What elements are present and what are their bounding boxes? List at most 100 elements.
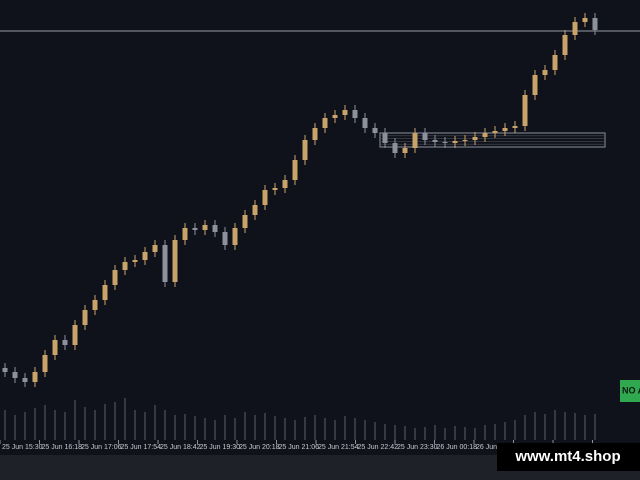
volume-bar bbox=[184, 414, 186, 440]
watermark: www.mt4.shop bbox=[514, 448, 620, 465]
candle-body bbox=[512, 126, 518, 128]
volume-bar bbox=[574, 413, 576, 440]
candle-body bbox=[402, 148, 408, 153]
volume-bar bbox=[144, 412, 146, 440]
volume-bar bbox=[44, 405, 46, 440]
candle-body bbox=[472, 137, 478, 140]
candle-body bbox=[122, 262, 128, 270]
volume-bar bbox=[124, 398, 126, 440]
candle-body bbox=[62, 340, 68, 345]
volume-bar bbox=[114, 402, 116, 440]
candle-body bbox=[222, 232, 228, 245]
candle-body bbox=[162, 245, 168, 282]
volume-bar bbox=[84, 407, 86, 440]
candle-body bbox=[332, 115, 338, 118]
volume-bar bbox=[494, 424, 496, 440]
candle-body bbox=[592, 18, 598, 30]
candle-body bbox=[182, 228, 188, 240]
candle-body bbox=[492, 131, 498, 133]
candle-body bbox=[92, 300, 98, 310]
candle-body bbox=[142, 252, 148, 260]
x-tick-label: 25 Jun 18:42 bbox=[160, 444, 201, 451]
volume-bar bbox=[204, 418, 206, 440]
volume-bar bbox=[404, 426, 406, 440]
volume-bar bbox=[34, 408, 36, 440]
candle-body bbox=[112, 270, 118, 285]
volume-bar bbox=[214, 420, 216, 440]
candle-body bbox=[312, 128, 318, 140]
watermark-box bbox=[497, 443, 640, 471]
volume-bar bbox=[4, 410, 6, 440]
volume-bar bbox=[14, 415, 16, 440]
candle-body bbox=[52, 340, 58, 355]
volume-bar bbox=[274, 416, 276, 440]
volume-bar bbox=[504, 422, 506, 440]
x-tick-label: 25 Jun 21:54 bbox=[318, 444, 359, 451]
candle-body bbox=[2, 368, 8, 372]
volume-bar bbox=[534, 412, 536, 440]
candle-body bbox=[552, 55, 558, 70]
candle-body bbox=[342, 110, 348, 115]
x-tick-label: 25 Jun 17:06 bbox=[81, 444, 122, 451]
x-tick-label: 25 Jun 19:30 bbox=[200, 444, 241, 451]
volume-bar bbox=[284, 418, 286, 440]
volume-bar bbox=[374, 422, 376, 440]
volume-bar bbox=[134, 410, 136, 440]
volume-bar bbox=[434, 425, 436, 440]
x-tick-label: 25 Jun 22:42 bbox=[358, 444, 399, 451]
volume-bar bbox=[54, 410, 56, 440]
x-tick-label: 25 Jun 17:54 bbox=[121, 444, 162, 451]
volume-bar bbox=[544, 414, 546, 440]
volume-bar bbox=[424, 427, 426, 440]
candle-body bbox=[282, 180, 288, 188]
volume-bar bbox=[584, 415, 586, 440]
candle-body bbox=[382, 133, 388, 143]
candle-body bbox=[502, 128, 508, 131]
volume-bar bbox=[64, 412, 66, 440]
candle-body bbox=[152, 245, 158, 252]
volume-bar bbox=[594, 414, 596, 440]
candle-body bbox=[462, 140, 468, 141]
volume-bar bbox=[174, 415, 176, 440]
candle-body bbox=[582, 18, 588, 22]
candle-body bbox=[362, 118, 368, 128]
volume-bar bbox=[94, 410, 96, 440]
candle-body bbox=[372, 128, 378, 133]
candle-body bbox=[192, 228, 198, 230]
volume-bar bbox=[304, 417, 306, 440]
volume-bar bbox=[394, 425, 396, 440]
volume-bar bbox=[104, 404, 106, 440]
volume-bar bbox=[24, 412, 26, 440]
x-tick-label: 25 Jun 21:06 bbox=[279, 444, 320, 451]
candle-body bbox=[532, 75, 538, 95]
volume-bar bbox=[224, 415, 226, 440]
candle-body bbox=[202, 225, 208, 230]
candle-body bbox=[82, 310, 88, 325]
volume-bar bbox=[484, 425, 486, 440]
volume-bar bbox=[234, 418, 236, 440]
candle-body bbox=[242, 215, 248, 228]
volume-bar bbox=[364, 420, 366, 440]
candle-body bbox=[442, 142, 448, 143]
volume-bar bbox=[554, 410, 556, 440]
candle-body bbox=[172, 240, 178, 282]
button-label[interactable]: NO A bbox=[622, 385, 640, 395]
volume-bar bbox=[384, 424, 386, 440]
candle-body bbox=[542, 70, 548, 75]
volume-bar bbox=[414, 428, 416, 440]
candle-body bbox=[232, 228, 238, 245]
button[interactable] bbox=[620, 380, 640, 402]
candle-body bbox=[262, 190, 268, 205]
volume-bar bbox=[354, 418, 356, 440]
candle-body bbox=[572, 22, 578, 35]
candle-body bbox=[422, 133, 428, 140]
candle-body bbox=[102, 285, 108, 300]
candle-body bbox=[272, 188, 278, 190]
volume-bar bbox=[254, 415, 256, 440]
candle-body bbox=[352, 110, 358, 118]
volume-bar bbox=[74, 400, 76, 440]
x-tick-label: 25 Jun 15:30 bbox=[2, 444, 43, 451]
candle-body bbox=[212, 225, 218, 232]
volume-bar bbox=[244, 412, 246, 440]
candle-body bbox=[252, 205, 258, 215]
